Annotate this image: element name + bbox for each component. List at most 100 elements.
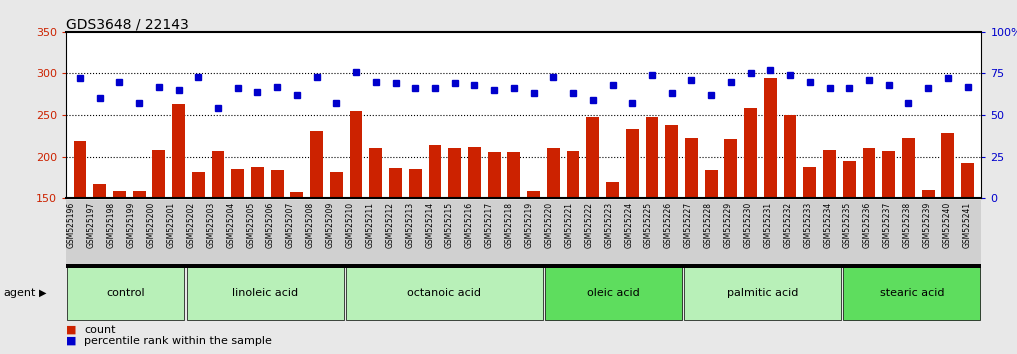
Bar [606, 182, 619, 323]
Bar [132, 191, 145, 323]
Text: GSM525215: GSM525215 [445, 202, 455, 248]
Bar [625, 129, 639, 323]
Text: GSM525196: GSM525196 [67, 202, 76, 248]
Text: GSM525219: GSM525219 [525, 202, 534, 248]
Bar [921, 190, 935, 323]
Text: GSM525235: GSM525235 [843, 202, 852, 248]
Text: ■: ■ [66, 336, 76, 346]
Bar [291, 192, 303, 323]
Bar [843, 161, 855, 323]
Text: GSM525223: GSM525223 [604, 202, 613, 248]
Text: GSM525228: GSM525228 [704, 202, 713, 248]
Text: GSM525198: GSM525198 [107, 202, 116, 248]
Bar [961, 163, 974, 323]
Bar [192, 172, 204, 323]
Bar [862, 148, 876, 323]
Bar [468, 147, 481, 323]
Text: GSM525216: GSM525216 [465, 202, 474, 248]
Bar [587, 117, 599, 323]
Text: GSM525225: GSM525225 [644, 202, 653, 248]
Bar [527, 191, 540, 323]
Bar [369, 148, 382, 323]
Bar [251, 167, 263, 323]
Text: GSM525221: GSM525221 [564, 202, 574, 248]
Bar [566, 151, 580, 323]
Text: GDS3648 / 22143: GDS3648 / 22143 [66, 18, 189, 32]
Bar [428, 145, 441, 323]
Text: GSM525236: GSM525236 [863, 202, 872, 248]
Bar [547, 148, 559, 323]
Text: octanoic acid: octanoic acid [407, 288, 481, 298]
Bar [409, 169, 422, 323]
Text: GSM525213: GSM525213 [406, 202, 414, 248]
Text: GSM525203: GSM525203 [206, 202, 216, 248]
Text: GSM525199: GSM525199 [127, 202, 135, 248]
Text: GSM525201: GSM525201 [167, 202, 176, 248]
Text: GSM525210: GSM525210 [346, 202, 355, 248]
Bar [685, 138, 698, 323]
Text: GSM525212: GSM525212 [385, 202, 395, 248]
Text: GSM525227: GSM525227 [683, 202, 693, 248]
Text: GSM525234: GSM525234 [823, 202, 832, 248]
Bar [883, 151, 895, 323]
Text: percentile rank within the sample: percentile rank within the sample [84, 336, 273, 346]
Text: GSM525226: GSM525226 [664, 202, 673, 248]
Text: GSM525220: GSM525220 [544, 202, 553, 248]
Text: GSM525222: GSM525222 [585, 202, 593, 248]
Bar [231, 169, 244, 323]
Text: GSM525239: GSM525239 [922, 202, 932, 248]
Text: GSM525209: GSM525209 [325, 202, 335, 248]
Text: count: count [84, 325, 116, 335]
Bar [507, 153, 521, 323]
Bar [823, 150, 836, 323]
Text: GSM525231: GSM525231 [764, 202, 773, 248]
Text: GSM525229: GSM525229 [724, 202, 732, 248]
Text: ■: ■ [66, 325, 76, 335]
Bar [113, 191, 126, 323]
Text: GSM525207: GSM525207 [286, 202, 295, 248]
Text: GSM525217: GSM525217 [485, 202, 494, 248]
Bar [172, 104, 185, 323]
Bar [448, 148, 461, 323]
Bar [390, 168, 402, 323]
Bar [310, 131, 323, 323]
Text: GSM525218: GSM525218 [504, 202, 514, 248]
Text: GSM525232: GSM525232 [783, 202, 792, 248]
Text: GSM525214: GSM525214 [425, 202, 434, 248]
Text: GSM525240: GSM525240 [943, 202, 952, 248]
Text: GSM525206: GSM525206 [266, 202, 275, 248]
Text: GSM525202: GSM525202 [186, 202, 195, 248]
Bar [271, 170, 284, 323]
Bar [350, 111, 362, 323]
Text: stearic acid: stearic acid [880, 288, 944, 298]
Text: GSM525238: GSM525238 [903, 202, 912, 248]
Text: GSM525237: GSM525237 [883, 202, 892, 248]
Text: GSM525224: GSM525224 [624, 202, 634, 248]
Text: GSM525241: GSM525241 [962, 202, 971, 248]
Bar [330, 172, 343, 323]
Text: ▶: ▶ [39, 288, 46, 298]
Text: control: control [107, 288, 145, 298]
Text: GSM525205: GSM525205 [246, 202, 255, 248]
Text: GSM525230: GSM525230 [743, 202, 753, 248]
Bar [488, 153, 500, 323]
Text: agent: agent [3, 288, 36, 298]
Text: GSM525211: GSM525211 [365, 202, 374, 248]
Bar [902, 138, 915, 323]
Bar [784, 115, 796, 323]
Text: oleic acid: oleic acid [587, 288, 640, 298]
Bar [705, 170, 718, 323]
Bar [942, 132, 954, 323]
Text: GSM525200: GSM525200 [146, 202, 156, 248]
Bar [94, 184, 106, 323]
Bar [646, 117, 658, 323]
Text: GSM525204: GSM525204 [226, 202, 235, 248]
Bar [153, 150, 165, 323]
Text: GSM525197: GSM525197 [86, 202, 96, 248]
Text: GSM525233: GSM525233 [803, 202, 813, 248]
Text: linoleic acid: linoleic acid [232, 288, 298, 298]
Bar [665, 125, 678, 323]
Bar [803, 167, 817, 323]
Bar [73, 141, 86, 323]
Bar [212, 151, 225, 323]
